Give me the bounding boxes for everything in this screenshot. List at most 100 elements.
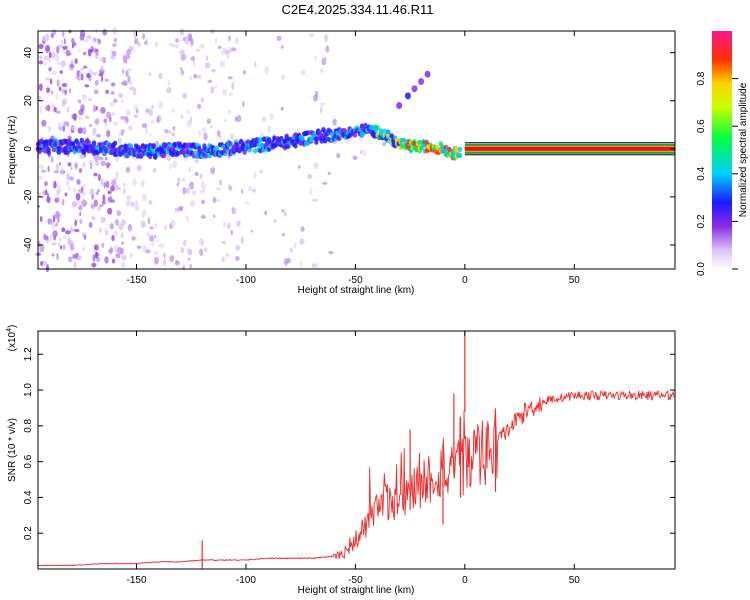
spectrogram-speckle — [76, 255, 82, 261]
spectrogram-speckle — [228, 46, 231, 54]
chart-title: C2E4.2025.334.11.46.R11 — [281, 2, 434, 17]
spectrogram-speckle — [53, 170, 60, 174]
spectrogram-speckle — [110, 185, 115, 192]
spectrogram-speckle — [267, 125, 272, 134]
spectrogram-speckle — [187, 257, 191, 261]
spectrogram-speckle — [58, 122, 63, 130]
spectrogram-speckle — [253, 171, 257, 179]
spectrogram-cell — [153, 154, 158, 160]
spectrogram-speckle — [230, 47, 237, 52]
spectrogram-speckle — [75, 193, 81, 201]
spectrogram-cell — [457, 152, 463, 159]
y-tick-label: 0.2 — [23, 526, 34, 540]
colorbar-ticks: 0.0 0.2 0.4 0.6 0.8 — [696, 71, 738, 276]
spectrogram-speckle — [96, 256, 101, 263]
spectrogram-speckle — [130, 201, 135, 207]
spectrogram-speckle — [65, 180, 70, 186]
spectrogram-speckle — [82, 247, 85, 251]
spectrogram-speckle — [186, 119, 192, 128]
spectrogram-speckle — [116, 156, 118, 162]
spectrogram-speckle — [382, 142, 386, 146]
spectrogram-speckle — [236, 220, 241, 227]
spectrogram-speckle — [94, 51, 99, 60]
spectrogram-cell — [382, 128, 387, 134]
spectrogram-speckle — [50, 156, 54, 163]
y-tick-label: 1.0 — [23, 383, 34, 397]
spectrogram-speckle — [94, 251, 99, 259]
spectrogram-speckle — [89, 188, 95, 196]
spectrogram-speckle — [74, 228, 80, 233]
spectrogram-speckle — [145, 108, 151, 113]
spectrogram-speckle — [217, 45, 222, 49]
spectrogram-speckle — [188, 34, 193, 42]
spectrogram-cell — [181, 148, 186, 154]
spectrogram-speckle — [40, 169, 47, 173]
spectrogram-speckle — [77, 99, 82, 104]
spectrogram-speckle — [174, 207, 180, 212]
spectrogram-speckle — [50, 52, 56, 59]
x-tick-label: -100 — [236, 275, 256, 286]
spectrogram-speckle — [254, 61, 257, 68]
spectrogram-speckle — [352, 155, 358, 161]
spectrogram-speckle — [221, 47, 227, 55]
spectrogram-speckle — [171, 132, 176, 137]
spectrogram-speckle — [189, 76, 193, 81]
spectrogram-speckle — [322, 181, 328, 185]
spectrogram-speckle — [312, 198, 318, 202]
spectrogram-speckle — [105, 162, 111, 167]
spectrogram-speckle — [110, 179, 117, 187]
spectrogram-speckle — [149, 226, 154, 230]
spectrogram-speckle — [101, 200, 106, 205]
spectrogram-speckle — [58, 237, 62, 243]
spectrogram-speckle — [170, 219, 176, 227]
spectrogram-speckle — [156, 238, 160, 243]
spectrogram-speckle — [72, 202, 78, 206]
spectrogram-speckle — [88, 124, 92, 127]
spectrogram-speckle — [39, 244, 45, 253]
spectrogram-speckle — [90, 203, 95, 210]
spectrogram-speckle — [179, 28, 185, 36]
spectrogram-speckle — [69, 243, 75, 251]
spectrogram-speckle — [158, 72, 163, 80]
spectrogram-speckle — [193, 73, 198, 79]
snr-scale-base: (x10 — [7, 331, 18, 351]
spectrogram-speckle — [98, 156, 104, 161]
spectrogram-speckle — [74, 219, 77, 227]
spectrogram-cell — [121, 148, 127, 155]
spectrogram-speckle — [132, 87, 137, 96]
spectrogram-speckle — [61, 227, 66, 233]
spectrogram-speckle — [134, 38, 139, 45]
spectrogram-speckle — [223, 221, 227, 229]
spectrogram-speckle — [240, 236, 244, 245]
x-tick-label: -50 — [348, 575, 363, 586]
spectrogram-speckle — [110, 246, 113, 254]
spectrogram-speckle — [149, 235, 155, 242]
colorbar-label: Normalized spectral amplitude — [738, 82, 749, 217]
spectrogram-speckle — [145, 127, 149, 135]
spectrogram-speckle — [120, 219, 127, 226]
x-tick-label: -150 — [126, 575, 146, 586]
spectrogram-speckle — [45, 77, 51, 81]
spectrogram-speckle — [189, 263, 192, 269]
x-tick-label: -150 — [126, 275, 146, 286]
spectrogram-speckle — [38, 83, 43, 91]
spectrogram-speckle — [91, 216, 96, 220]
spectrogram-speckle — [185, 215, 189, 223]
spectrogram-speckle — [51, 253, 55, 257]
spectrogram-speckle — [57, 241, 61, 248]
spectrogram-speckle — [111, 258, 116, 264]
spectrogram-speckle — [191, 190, 196, 196]
spectrogram-speckle — [321, 58, 327, 66]
spectrogram-speckle — [110, 91, 115, 95]
spectrogram-speckle — [117, 246, 122, 255]
spectrogram-speckle — [78, 204, 83, 211]
spectrogram-speckle — [332, 118, 337, 126]
spectrogram-speckle — [80, 73, 84, 81]
spectrogram-cell — [46, 149, 51, 155]
spectrogram-speckle — [62, 45, 68, 50]
spectrogram-speckle — [81, 94, 88, 101]
spectrogram-speckle — [49, 219, 55, 225]
spectrogram-cell — [100, 141, 106, 147]
spectrogram-speckle — [56, 45, 60, 54]
spectrogram-branch — [396, 70, 431, 109]
